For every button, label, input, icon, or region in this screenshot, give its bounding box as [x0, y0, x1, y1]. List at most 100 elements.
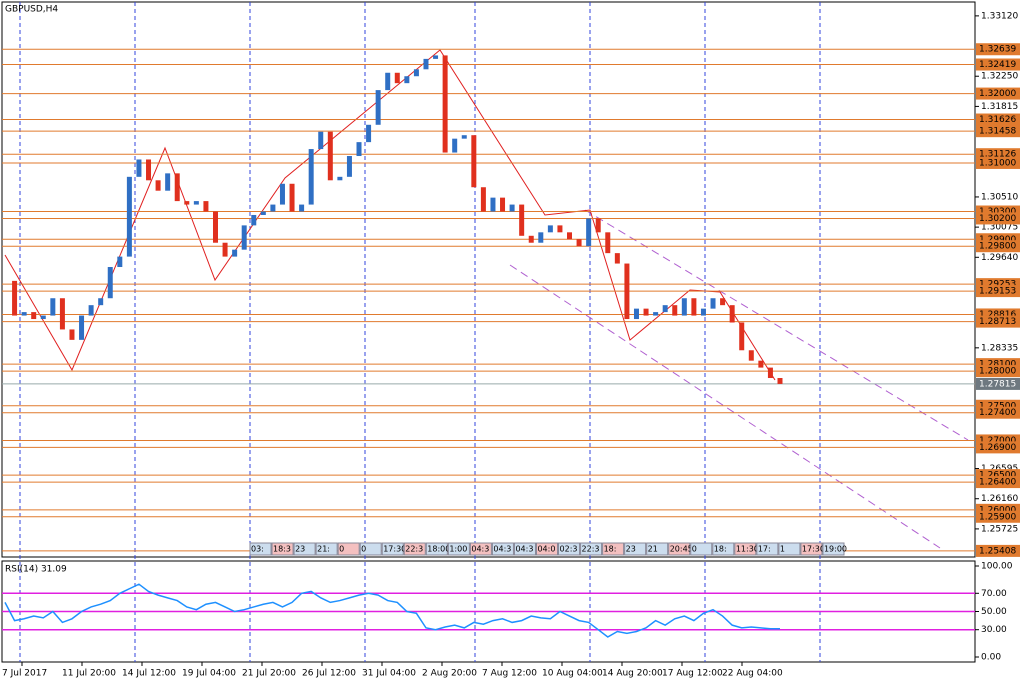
- candle: [700, 308, 706, 316]
- level-label: 1.29253: [979, 280, 1016, 290]
- level-box: [976, 406, 1020, 419]
- candle: [643, 308, 649, 316]
- candle: [337, 176, 343, 181]
- time-scroll-box: [381, 542, 404, 556]
- time-scroll-box: [756, 542, 779, 556]
- candle: [509, 204, 515, 212]
- y-tick-label: 1.33120: [981, 11, 1018, 21]
- y-tick-label: 1.30075: [981, 223, 1018, 233]
- x-tick-label: 21 Jul 20:00: [242, 669, 296, 679]
- candle: [165, 173, 171, 191]
- candle: [452, 138, 458, 153]
- current-price-label: 1.27815: [979, 379, 1016, 389]
- candle: [279, 183, 285, 205]
- level-label: 1.25408: [979, 546, 1016, 556]
- time-scroll-label: 18:3: [273, 545, 291, 554]
- candle: [21, 312, 27, 316]
- candle: [681, 298, 687, 316]
- candle: [385, 72, 391, 91]
- level-label: 1.27400: [979, 408, 1016, 418]
- time-scroll-label: 23: [295, 545, 305, 554]
- candle: [117, 256, 123, 268]
- time-scroll-box: [293, 542, 316, 556]
- y-tick-label: 1.26160: [981, 494, 1018, 504]
- candle: [155, 180, 161, 191]
- time-scroll-box: [249, 542, 272, 556]
- level-label: 1.28816: [979, 310, 1016, 320]
- level-label: 1.31626: [979, 115, 1016, 125]
- time-scroll-label: 04:3: [471, 545, 489, 554]
- time-scroll-label: 21:: [317, 545, 330, 554]
- candle: [442, 55, 448, 153]
- level-label: 1.32000: [979, 89, 1016, 99]
- candle: [40, 315, 46, 320]
- time-scroll-label: 04:0: [537, 545, 555, 554]
- level-box: [976, 476, 1020, 489]
- time-scroll-box: [337, 542, 360, 556]
- time-scroll-box: [403, 542, 426, 556]
- x-tick-label: 7 Jul 2017: [2, 669, 47, 679]
- candle: [31, 312, 37, 320]
- candle: [480, 187, 486, 212]
- candle: [500, 197, 506, 212]
- time-scroll-box: [558, 542, 581, 556]
- price-panel: [1, 1, 976, 558]
- time-scroll-label: 22:3: [582, 545, 600, 554]
- candle: [557, 225, 563, 233]
- candle: [461, 135, 467, 139]
- candle: [203, 201, 209, 212]
- candle: [270, 204, 276, 212]
- time-scroll-box: [602, 542, 625, 556]
- level-box: [976, 58, 1020, 71]
- candle: [260, 211, 266, 215]
- rsi-title: RSI(14) 31.09: [5, 565, 67, 575]
- candle: [767, 367, 773, 379]
- x-tick-label: 11 Jul 20:00: [62, 669, 116, 679]
- candle: [672, 305, 678, 316]
- candle: [528, 235, 534, 243]
- level-label: 1.31126: [979, 150, 1016, 160]
- x-tick-label: 2 Aug 20:00: [422, 669, 477, 679]
- candle: [586, 218, 592, 247]
- candle: [193, 201, 199, 205]
- level-label: 1.26900: [979, 443, 1016, 453]
- candle: [308, 149, 314, 205]
- candle: [433, 55, 439, 59]
- candle: [174, 173, 180, 202]
- time-scroll-box: [822, 542, 845, 556]
- x-tick-label: 10 Aug 04:00: [542, 669, 603, 679]
- time-scroll-label: 19:00: [824, 545, 847, 554]
- time-scroll-box: [624, 542, 647, 556]
- candle: [662, 305, 668, 313]
- time-scroll-label: 0: [692, 545, 697, 554]
- candle: [394, 72, 400, 84]
- y-tick-label: 1.31815: [981, 102, 1018, 112]
- time-scroll-label: 18:: [714, 545, 727, 554]
- level-box: [976, 240, 1020, 253]
- y-tick-label: 1.28335: [981, 343, 1018, 353]
- level-box: [976, 510, 1020, 523]
- y-tick-label: 0.00: [981, 653, 1001, 663]
- time-scroll-box: [469, 542, 492, 556]
- candle: [691, 298, 697, 316]
- x-tick-label: 31 Jul 04:00: [362, 669, 416, 679]
- candle: [739, 322, 745, 351]
- candle: [184, 201, 190, 205]
- level-label: 1.28713: [979, 317, 1016, 327]
- candle: [653, 312, 659, 316]
- x-tick-label: 7 Aug 12:00: [482, 669, 537, 679]
- candle: [538, 232, 544, 243]
- time-scroll-label: 18:00: [427, 545, 450, 554]
- time-scroll-box: [778, 542, 801, 556]
- time-scroll-label: 03:: [251, 545, 264, 554]
- level-label: 1.30200: [979, 214, 1016, 224]
- time-grid: [19, 2, 821, 662]
- chart-title: GBPUSD,H4: [5, 5, 58, 15]
- x-tick-label: 17 Aug 12:00: [662, 669, 723, 679]
- y-tick-label: 1.26595: [981, 464, 1018, 474]
- candle: [232, 249, 238, 257]
- candle: [327, 131, 333, 181]
- time-scroll-box: [425, 542, 448, 556]
- channel: [509, 209, 969, 549]
- candle: [519, 204, 525, 236]
